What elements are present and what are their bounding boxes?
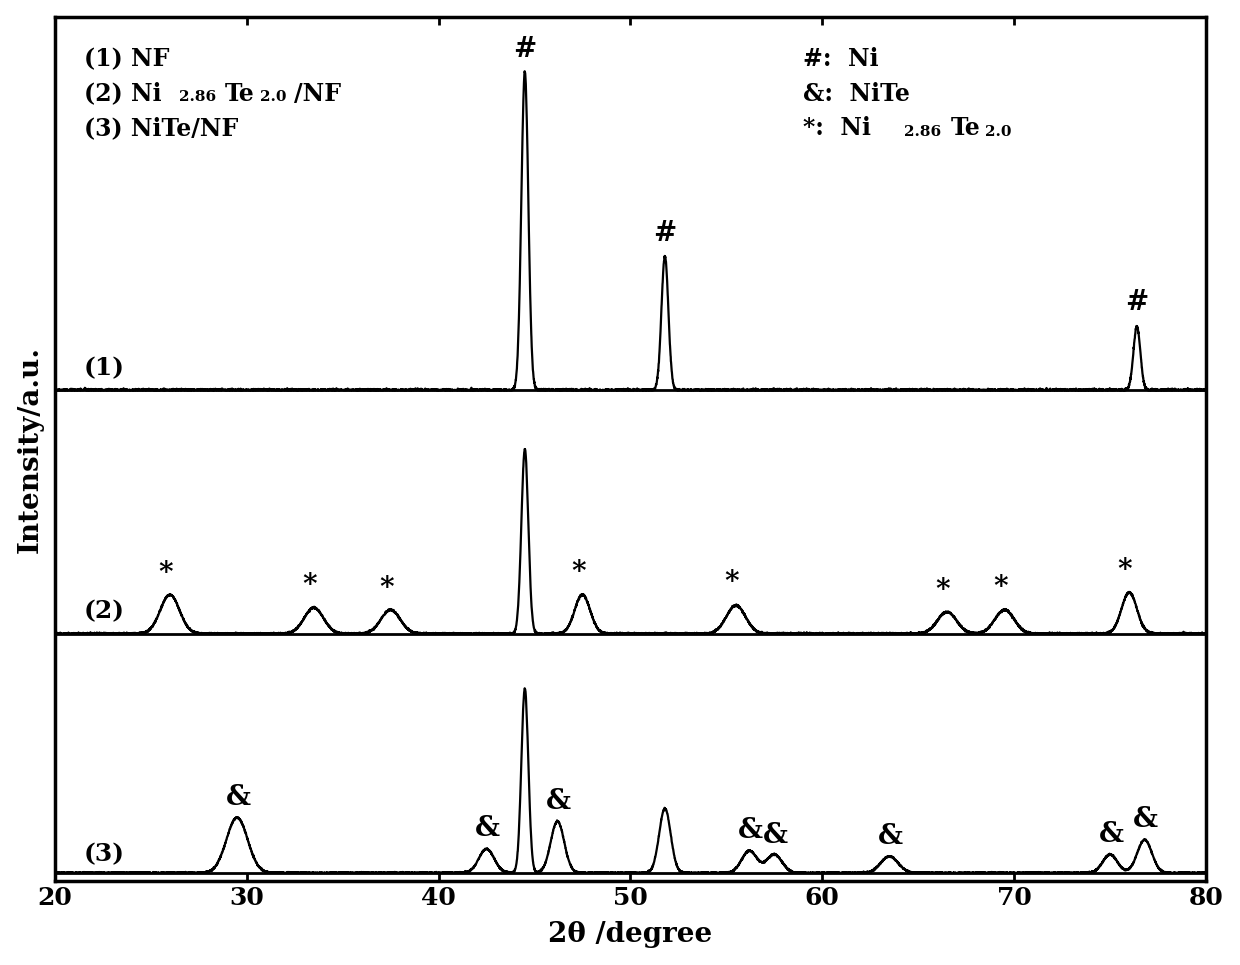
Text: (1) NF: (1) NF: [83, 47, 169, 71]
Text: (2) Ni: (2) Ni: [83, 81, 161, 105]
Text: *: *: [935, 577, 950, 604]
Text: Te: Te: [950, 116, 980, 140]
Text: #:  Ni: #: Ni: [804, 47, 879, 71]
Text: #: #: [1126, 290, 1148, 317]
Text: (1): (1): [83, 356, 124, 380]
Text: *: *: [724, 569, 739, 596]
Text: (3) NiTe/NF: (3) NiTe/NF: [83, 116, 238, 140]
Y-axis label: Intensity/a.u.: Intensity/a.u.: [16, 345, 43, 553]
Text: &: &: [1099, 821, 1123, 848]
Text: &: &: [878, 822, 903, 849]
Text: &:  NiTe: &: NiTe: [804, 81, 910, 105]
Text: (2): (2): [83, 599, 124, 623]
Text: &: &: [546, 787, 572, 814]
Text: 2.0: 2.0: [985, 124, 1012, 139]
Text: *: *: [570, 559, 585, 586]
Text: 2.86: 2.86: [904, 124, 941, 139]
Text: /NF: /NF: [294, 81, 341, 105]
Text: Te: Te: [226, 81, 255, 105]
Text: *: *: [303, 572, 317, 599]
Text: *: *: [1117, 557, 1132, 584]
Text: &: &: [763, 821, 787, 848]
Text: *: *: [159, 560, 174, 587]
Text: *:  Ni: *: Ni: [804, 116, 870, 140]
Text: &: &: [226, 784, 250, 811]
Text: #: #: [513, 36, 537, 63]
Text: *: *: [993, 574, 1008, 601]
Text: *: *: [379, 574, 393, 601]
Text: (3): (3): [83, 842, 124, 867]
Text: &: &: [1133, 807, 1158, 834]
X-axis label: 2θ /degree: 2θ /degree: [548, 922, 713, 949]
Text: &: &: [738, 816, 763, 843]
Text: &: &: [475, 815, 500, 842]
Text: 2.0: 2.0: [259, 90, 286, 104]
Text: #: #: [653, 220, 677, 247]
Text: 2.86: 2.86: [179, 90, 216, 104]
